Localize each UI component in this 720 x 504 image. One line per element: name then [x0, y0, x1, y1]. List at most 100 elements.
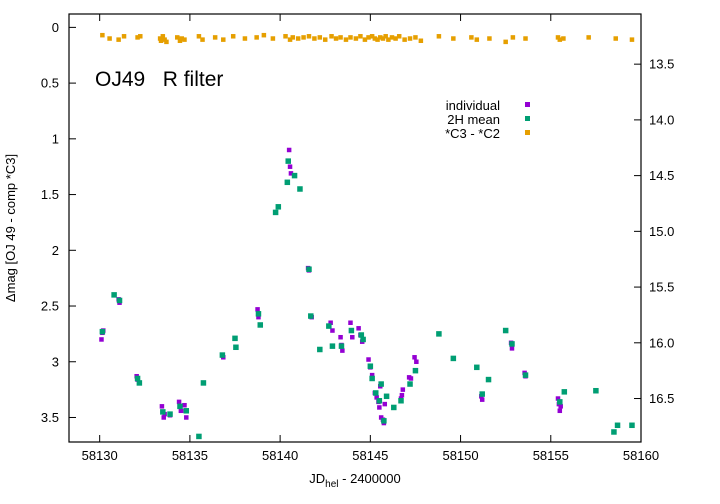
- legend-marker-individual: [525, 102, 530, 107]
- mean-point: [412, 367, 419, 374]
- y2-tick-label: 15.5: [649, 280, 674, 295]
- mean-point: [160, 409, 166, 415]
- check-star-point: [312, 36, 317, 41]
- mean-point: [561, 389, 568, 395]
- legend: individual 2H mean *C3 - *C2: [445, 98, 530, 141]
- mean-point: [369, 375, 375, 382]
- plot-frame: [68, 13, 642, 443]
- individual-point: [338, 334, 343, 340]
- check-star-point: [487, 36, 492, 41]
- check-star-point: [135, 35, 140, 40]
- x-tick-label: 58140: [262, 448, 298, 463]
- mean-point: [398, 398, 404, 404]
- mean-point: [557, 399, 563, 405]
- check-star-point: [182, 37, 187, 42]
- check-star-point: [418, 38, 424, 43]
- check-star-point: [160, 34, 166, 39]
- individual-point: [555, 396, 561, 401]
- y-tick-label: 1: [52, 131, 59, 146]
- mean-point: [196, 433, 202, 440]
- mean-point: [376, 398, 383, 404]
- x-tick-label: 58155: [533, 448, 569, 463]
- check-star-point: [474, 37, 480, 42]
- legend-label-2h-mean: 2H mean: [447, 112, 500, 127]
- individual-point: [369, 372, 375, 378]
- check-star-point: [510, 35, 516, 40]
- individual-point: [408, 376, 414, 381]
- y2-tick-label: 14.5: [649, 168, 674, 183]
- check-star-point: [383, 34, 388, 39]
- mean-point: [99, 328, 106, 335]
- x-axis-label-sub: hel: [325, 479, 338, 490]
- check-star-point: [393, 36, 398, 41]
- y-axis-label: Δmag [OJ 49 - comp *C3]: [3, 154, 18, 302]
- check-star-point: [338, 35, 343, 40]
- individual-point: [184, 415, 189, 420]
- y2-tick-label: 14.0: [649, 112, 674, 127]
- check-star-point: [116, 37, 121, 42]
- mean-point: [381, 418, 387, 424]
- mean-point: [255, 311, 262, 317]
- individual-point: [288, 171, 294, 176]
- individual-point: [330, 328, 335, 333]
- mean-point: [611, 429, 617, 435]
- individual-point: [412, 355, 417, 360]
- individual-point: [287, 164, 293, 169]
- chart-annotation: OJ49 R filter: [95, 68, 223, 91]
- individual-point: [161, 415, 166, 420]
- legend-label-check-star: *C3 - *C2: [445, 126, 500, 141]
- mean-point: [358, 332, 365, 338]
- individual-point: [99, 337, 104, 342]
- check-star-point: [164, 39, 169, 45]
- check-star-point: [322, 37, 328, 42]
- mean-point: [450, 355, 457, 362]
- y-tick-label: 0.5: [41, 76, 59, 91]
- individual-point: [509, 346, 515, 351]
- mean-point: [116, 297, 123, 304]
- check-star-point: [290, 35, 295, 40]
- x-tick-label: 58130: [82, 448, 118, 463]
- mean-point: [360, 336, 366, 343]
- check-star-point: [389, 35, 395, 40]
- mean-point: [308, 313, 314, 319]
- individual-point: [182, 402, 187, 408]
- mean-point: [509, 341, 515, 347]
- check-star-point: [413, 35, 418, 40]
- individual-point: [159, 404, 165, 409]
- y2-tick-label: 13.5: [649, 57, 674, 72]
- mean-point: [329, 343, 336, 349]
- y2-tick-label: 15.0: [649, 224, 674, 239]
- check-star-point: [369, 34, 375, 39]
- check-star-point: [221, 37, 226, 42]
- check-star-point: [295, 36, 301, 41]
- mean-point: [474, 364, 480, 371]
- check-star-point: [230, 34, 236, 39]
- check-star-point: [358, 34, 363, 39]
- mean-point: [291, 172, 298, 179]
- check-star-point: [100, 32, 105, 38]
- mean-point: [522, 372, 529, 378]
- mean-point: [306, 266, 312, 272]
- individual-point: [399, 392, 405, 398]
- mean-point: [338, 343, 345, 349]
- check-star-point: [317, 35, 323, 40]
- check-star-point: [333, 36, 339, 41]
- check-star-point: [353, 36, 359, 41]
- individual-point: [414, 359, 419, 364]
- check-star-point: [179, 36, 185, 41]
- y2-tick-label: 16.0: [649, 335, 674, 350]
- check-star-point: [287, 37, 293, 42]
- y-tick-label: 3.5: [41, 410, 59, 425]
- mean-point: [391, 404, 397, 411]
- check-star-point: [362, 37, 368, 42]
- x-tick-label: 58135: [172, 448, 208, 463]
- x-axis-label-suffix: - 2400000: [339, 471, 401, 486]
- individual-point: [340, 348, 345, 353]
- mean-point: [134, 375, 141, 382]
- individual-point: [377, 405, 382, 410]
- check-star-point: [402, 37, 407, 42]
- individual-point: [256, 314, 261, 320]
- check-star-point: [107, 36, 112, 41]
- check-star-point: [270, 36, 276, 41]
